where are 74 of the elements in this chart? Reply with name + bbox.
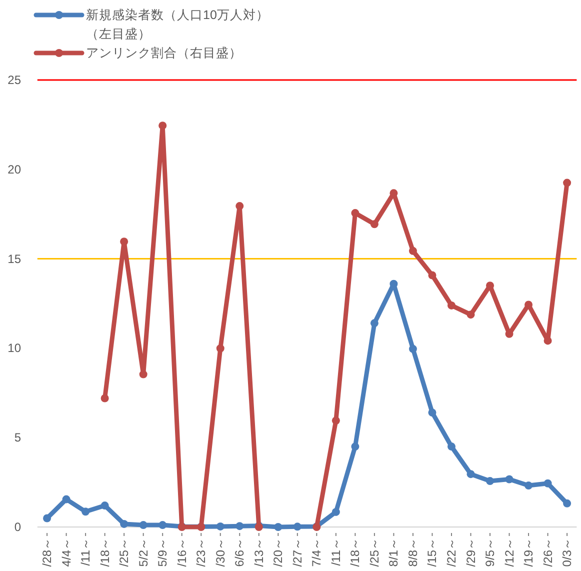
point xyxy=(370,319,378,328)
x-tick-label: /26～ xyxy=(540,538,555,567)
x-tick-label: /27～ xyxy=(290,538,304,567)
x-tick-label: /18～ xyxy=(98,538,112,567)
point xyxy=(82,508,90,516)
x-tick-label: 6/6～ xyxy=(232,538,247,567)
y-tick-label: 25 xyxy=(8,73,22,87)
point xyxy=(274,523,282,531)
x-tick-label: /16～ xyxy=(174,538,189,567)
x-tick-label: 8/1～ xyxy=(386,538,401,567)
y-tick-label: 0 xyxy=(14,520,22,534)
point xyxy=(544,336,552,345)
point xyxy=(216,344,224,352)
point xyxy=(158,122,167,130)
point xyxy=(466,470,475,478)
x-tick-label: /13～ xyxy=(252,538,266,567)
point xyxy=(428,271,436,280)
point xyxy=(447,301,456,310)
x-tick-label: 5/2～ xyxy=(136,538,150,567)
point xyxy=(236,202,244,210)
point xyxy=(62,495,70,504)
x-tick-label: /11～ xyxy=(328,538,343,566)
x-tick-label: 9/5～ xyxy=(483,538,498,567)
point xyxy=(447,442,456,451)
y-tick-label: 15 xyxy=(8,252,22,266)
x-tick-label: /12～ xyxy=(502,538,516,567)
x-tick-label: 7/4～ xyxy=(310,538,324,567)
point xyxy=(563,178,572,187)
x-tick-label: /20～ xyxy=(271,538,286,567)
x-tick-label: 5/9～ xyxy=(156,538,170,567)
x-tick-label: /25～ xyxy=(117,538,132,567)
point xyxy=(139,370,148,378)
x-tick-label: /25～ xyxy=(367,538,382,567)
y-tick-label: 10 xyxy=(8,341,22,356)
x-tick-label: /30～ xyxy=(213,538,228,567)
point xyxy=(408,246,417,255)
legend-label: アンリンク割合（右目盛） xyxy=(86,46,242,60)
x-tick-label: /22～ xyxy=(444,538,458,567)
x-tick-label: /19～ xyxy=(522,538,536,567)
point xyxy=(370,220,378,228)
y-tick-label: 20 xyxy=(8,162,22,176)
point xyxy=(120,520,128,528)
x-tick-label: 0/3～ xyxy=(560,538,574,567)
point xyxy=(236,522,244,530)
x-tick-label: /11～ xyxy=(78,538,93,566)
point xyxy=(466,310,475,319)
point xyxy=(100,502,109,510)
x-tick-label: 8/8～ xyxy=(406,538,420,567)
point xyxy=(505,475,514,484)
y-tick-label: 5 xyxy=(14,430,22,445)
point xyxy=(293,522,302,531)
point xyxy=(332,508,340,516)
point xyxy=(351,442,360,451)
point xyxy=(43,514,52,522)
x-tick-label: 4/4～ xyxy=(59,538,74,567)
point xyxy=(120,238,128,246)
point xyxy=(332,416,340,425)
point xyxy=(544,479,552,488)
x-tick-label: /28～ xyxy=(40,538,54,567)
point xyxy=(563,499,572,508)
point xyxy=(408,344,417,353)
point xyxy=(351,209,360,218)
x-tick-label: /15～ xyxy=(425,538,440,567)
point xyxy=(158,521,167,530)
point xyxy=(428,408,436,417)
x-tick-label: /29～ xyxy=(464,538,478,567)
point xyxy=(139,521,148,530)
x-tick-label: /23～ xyxy=(194,538,208,567)
point xyxy=(524,482,533,490)
x-tick-label: /18～ xyxy=(348,538,362,567)
point xyxy=(216,522,224,530)
legend-label: 新規感染者数（人口10万人対）（左目盛） xyxy=(86,7,269,41)
point xyxy=(100,394,109,402)
point xyxy=(486,477,494,486)
